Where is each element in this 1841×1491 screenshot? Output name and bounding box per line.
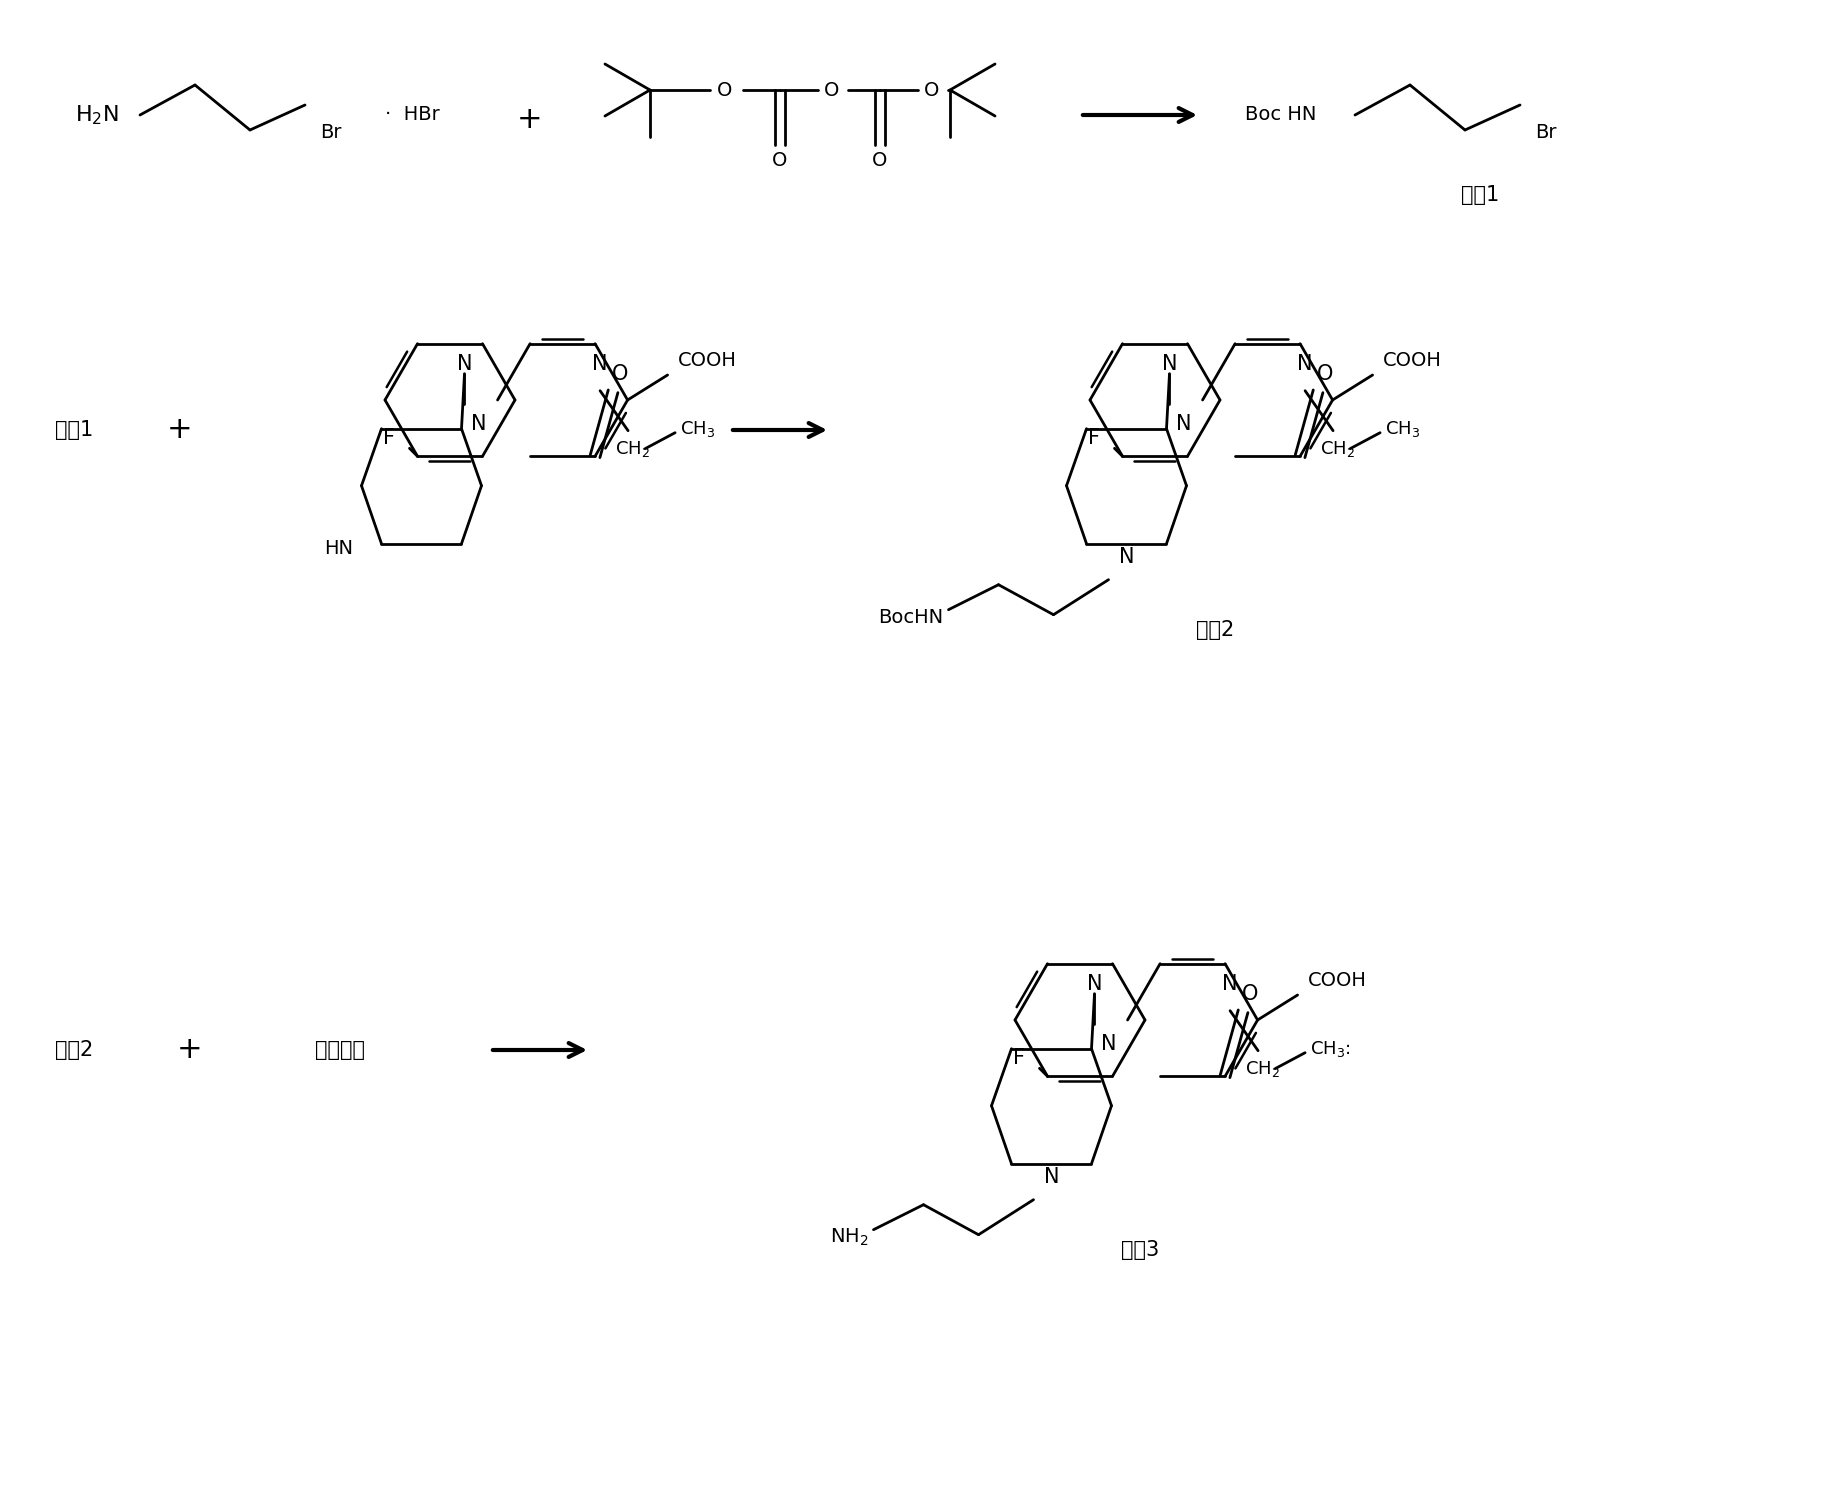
Text: N: N (1162, 353, 1176, 374)
Text: HN: HN (324, 540, 353, 558)
Text: Br: Br (1535, 124, 1556, 143)
Text: $\mathsf{CH_3}$:: $\mathsf{CH_3}$: (1311, 1039, 1351, 1059)
Text: BocHN: BocHN (878, 608, 943, 628)
Text: $\mathsf{H_2N}$: $\mathsf{H_2N}$ (75, 103, 120, 127)
Text: N: N (457, 353, 473, 374)
Text: COOH: COOH (1307, 971, 1366, 990)
Text: $\mathsf{NH_2}$: $\mathsf{NH_2}$ (830, 1227, 869, 1248)
Text: Br: Br (320, 124, 341, 143)
Text: F: F (383, 428, 396, 449)
Text: COOH: COOH (677, 350, 736, 370)
Text: O: O (1243, 984, 1257, 1005)
Text: N: N (1176, 413, 1191, 434)
Text: N: N (471, 413, 488, 434)
Text: $\mathsf{CH_2}$: $\mathsf{CH_2}$ (1245, 1059, 1279, 1078)
Text: N: N (1044, 1167, 1059, 1187)
Text: +: + (168, 416, 193, 444)
Text: $\mathsf{CH_3}$: $\mathsf{CH_3}$ (679, 419, 716, 438)
Text: +: + (517, 106, 543, 134)
Text: N: N (593, 353, 608, 374)
Text: 三氟乙酸: 三氟乙酸 (315, 1041, 365, 1060)
Text: F: F (1088, 428, 1101, 449)
Text: 产物1: 产物1 (55, 420, 94, 440)
Text: +: + (177, 1036, 203, 1065)
Text: ·  HBr: · HBr (385, 106, 440, 125)
Text: N: N (1119, 547, 1134, 567)
Text: N: N (1086, 974, 1103, 993)
Text: O: O (924, 81, 939, 100)
Text: O: O (718, 81, 733, 100)
Text: F: F (1014, 1048, 1025, 1068)
Text: N: N (1222, 974, 1237, 993)
Text: O: O (611, 364, 628, 385)
Text: O: O (773, 151, 788, 170)
Text: $\mathsf{CH_2}$: $\mathsf{CH_2}$ (1320, 438, 1355, 459)
Text: 产物2: 产物2 (1197, 620, 1233, 640)
Text: $\mathsf{CH_3}$: $\mathsf{CH_3}$ (1384, 419, 1419, 438)
Text: O: O (1316, 364, 1333, 385)
Text: 产物2: 产物2 (55, 1041, 94, 1060)
Text: 产物3: 产物3 (1121, 1241, 1160, 1260)
Text: COOH: COOH (1383, 350, 1442, 370)
Text: N: N (1101, 1033, 1117, 1054)
Text: Boc HN: Boc HN (1245, 106, 1316, 125)
Text: O: O (825, 81, 839, 100)
Text: 产物1: 产物1 (1462, 185, 1499, 204)
Text: O: O (873, 151, 887, 170)
Text: N: N (1298, 353, 1313, 374)
Text: $\mathsf{CH_2}$: $\mathsf{CH_2}$ (615, 438, 650, 459)
